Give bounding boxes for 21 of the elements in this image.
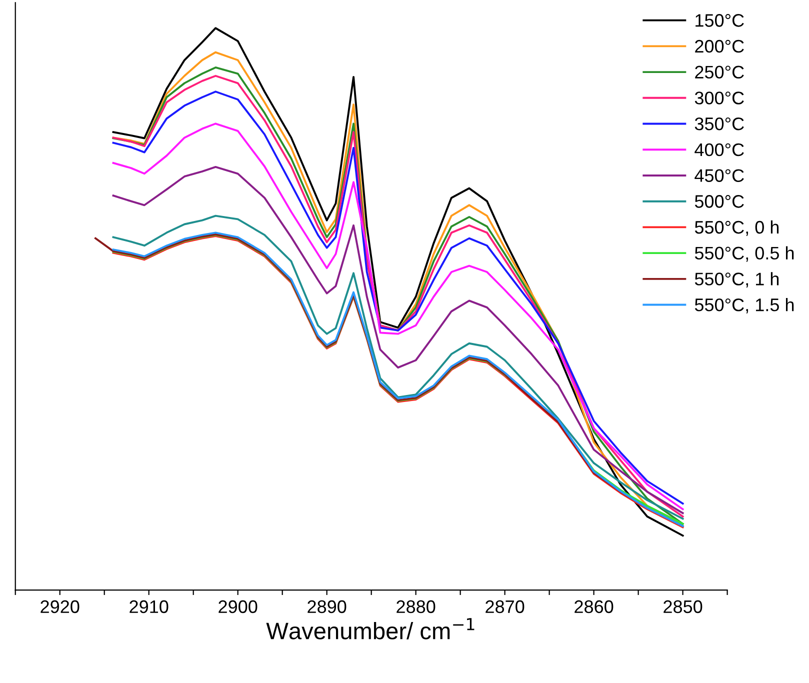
legend-label: 450°C <box>694 169 744 182</box>
legend-label: 300°C <box>694 92 744 104</box>
x-tick-label: 2870 <box>486 600 524 614</box>
legend-label: 150°C <box>696 14 744 27</box>
legend-label: 550°C, 1.5 h <box>694 298 794 314</box>
legend-label: 550°C, 0.5 h <box>694 246 794 262</box>
legend-label: 250°C <box>695 66 744 79</box>
x-tick-label: 2850 <box>664 600 702 614</box>
legend-label: 550°C, 1 h <box>694 272 779 288</box>
legend-label: 550°C, 0 h <box>694 220 779 236</box>
x-tick-label: 2880 <box>396 600 436 614</box>
x-tick-label: 2890 <box>308 600 346 614</box>
x-tick-label: 2910 <box>130 600 168 614</box>
legend-label: 400°C <box>694 143 744 156</box>
x-tick-label: 2860 <box>574 600 614 614</box>
x-tick-label: 2900 <box>218 600 258 614</box>
x-tick-label: 2920 <box>40 600 80 614</box>
legend-label: 350°C <box>694 117 744 130</box>
x-axis-title: Wavenumber/ cm$^{−1}$ <box>266 618 474 640</box>
legend-label: 200°C <box>695 40 744 53</box>
legend-label: 500°C <box>694 195 744 208</box>
